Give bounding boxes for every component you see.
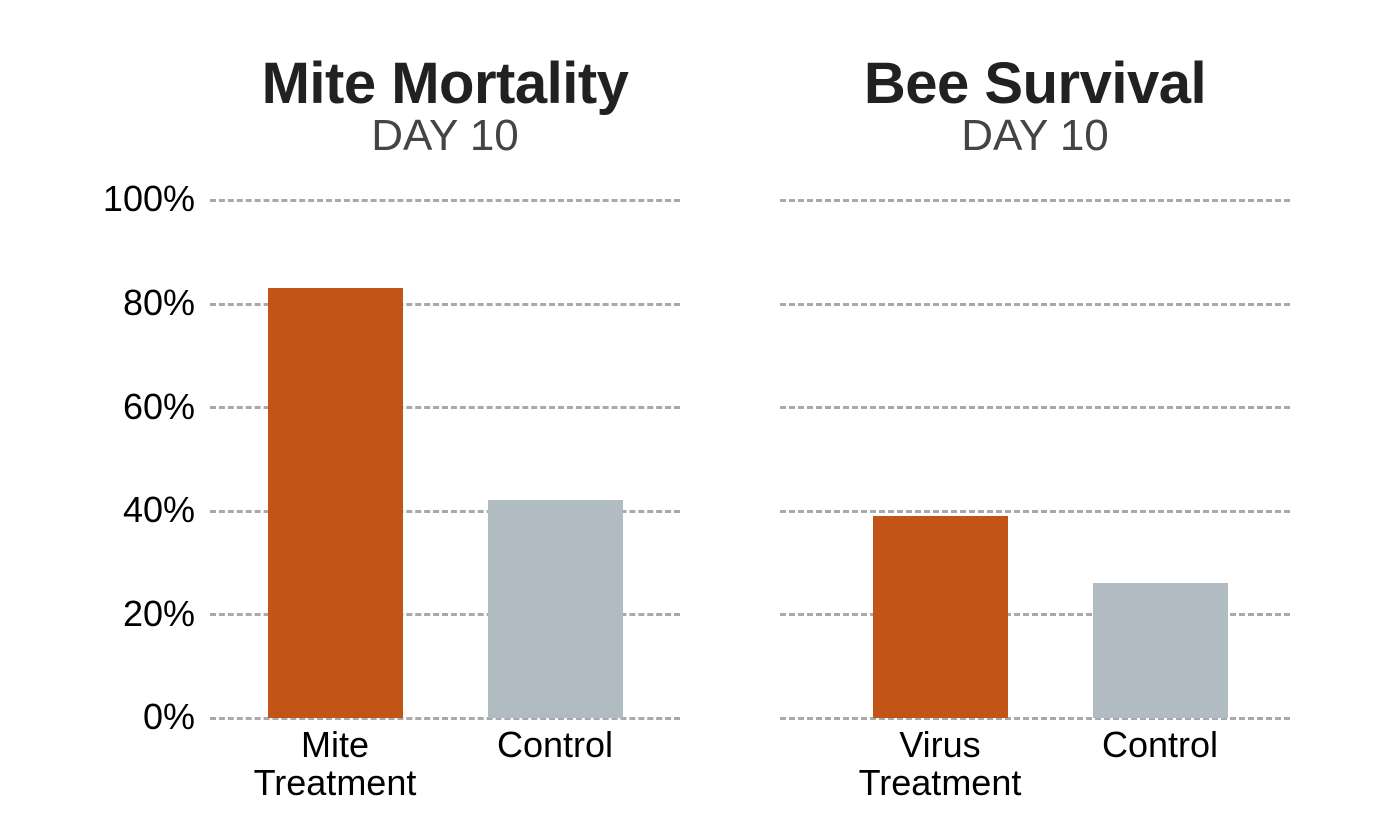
- gridline: [780, 199, 1290, 202]
- gridline: [780, 406, 1290, 409]
- gridline: [780, 510, 1290, 513]
- chart-title: Bee Survival: [735, 50, 1335, 117]
- ytick-label: 60%: [123, 386, 195, 428]
- chart-subtitle: DAY 10: [145, 111, 745, 161]
- chart-title: Mite Mortality: [145, 50, 745, 117]
- xtick-label: Control: [395, 726, 715, 764]
- bar: [488, 500, 623, 718]
- ytick-label: 80%: [123, 282, 195, 324]
- xtick-label: Control: [1000, 726, 1320, 764]
- chart-title-block: Bee SurvivalDAY 10: [735, 50, 1335, 161]
- ytick-label: 100%: [103, 178, 195, 220]
- chart-canvas: 0%20%40%60%80%100%Mite MortalityDAY 10Mi…: [0, 0, 1400, 840]
- chart-title-block: Mite MortalityDAY 10: [145, 50, 745, 161]
- chart-subtitle: DAY 10: [735, 111, 1335, 161]
- bar: [268, 288, 403, 718]
- gridline: [780, 303, 1290, 306]
- bar: [873, 516, 1008, 718]
- ytick-label: 40%: [123, 489, 195, 531]
- bar: [1093, 583, 1228, 718]
- ytick-label: 20%: [123, 593, 195, 635]
- gridline: [210, 199, 680, 202]
